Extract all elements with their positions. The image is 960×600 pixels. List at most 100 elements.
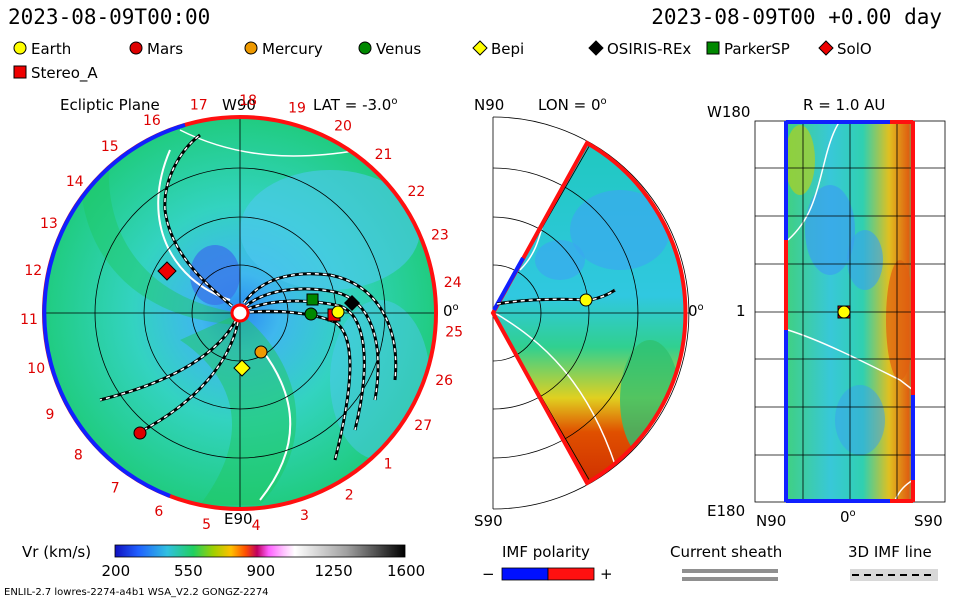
map-panel (754, 120, 946, 503)
carrington-tick-label: 9 (46, 407, 55, 423)
legend-label: Stereo_A (31, 64, 98, 82)
meridional-polarity-ring (490, 140, 688, 486)
ecliptic-lat-label: LAT = -3.0o (313, 96, 398, 114)
map-top-left-label: W180 (707, 103, 751, 121)
legend-label: Mars (147, 40, 184, 58)
meridional-earth-icon (579, 293, 593, 307)
carrington-tick-label: 17 (190, 97, 208, 113)
meridional-bottom-label: S90 (474, 512, 503, 530)
map-title: R = 1.0 AU (803, 96, 886, 114)
carrington-tick-label: 8 (74, 448, 83, 464)
imf-title: IMF polarity (502, 543, 590, 561)
carrington-ticks: 1920212223242526271234567891011121314151… (20, 93, 463, 534)
bepi-body-icon (233, 359, 251, 377)
meridional-panel (490, 116, 690, 510)
map-earth-icon (837, 305, 851, 319)
imf-positive-swatch (547, 567, 595, 581)
meridional-right-label: 0o (688, 302, 704, 320)
legend-item-osiris-rex: OSIRIS-REx (588, 40, 691, 58)
parker-marker-icon (706, 41, 720, 55)
parker-body-icon (306, 293, 319, 306)
carrington-tick-label: 18 (239, 93, 257, 109)
meridional-lon-label: LON = 0o (538, 96, 607, 114)
carrington-tick-label: 12 (24, 263, 42, 279)
ecliptic-panel: 1920212223242526271234567891011121314151… (20, 93, 463, 534)
legend-item-earth: Earth (12, 40, 71, 58)
legend-item-stereo-a: Stereo_A (12, 64, 98, 82)
carrington-tick-label: 14 (66, 174, 84, 190)
mars-marker-icon (129, 41, 143, 55)
legend-label: ParkerSP (724, 40, 790, 58)
venus-marker-icon (358, 41, 372, 55)
carrington-tick-label: 22 (408, 184, 426, 200)
colorbar-tick-label: 900 (246, 562, 276, 580)
date-right: 2023-08-09T00 +0.00 day (651, 5, 942, 29)
sheath-title: Current sheath (670, 543, 783, 561)
legend-item-mars: Mars (128, 40, 183, 58)
carrington-tick-label: 7 (111, 481, 120, 497)
ecliptic-top-label: W90 (222, 96, 256, 114)
legend-item-parkersp: ParkerSP (705, 40, 790, 58)
carrington-tick-label: 5 (202, 517, 211, 533)
ecliptic-right-label: 0o (443, 302, 459, 320)
carrington-tick-label: 16 (143, 113, 161, 129)
date-left: 2023-08-09T00:00 (8, 5, 211, 29)
current-sheath-line-2 (682, 577, 778, 581)
mercury-body-icon (254, 345, 268, 359)
imf3d-title: 3D IMF line (848, 543, 932, 561)
carrington-tick-label: 6 (154, 504, 163, 520)
carrington-tick-label: 19 (288, 100, 306, 116)
colorbar-tick-label: 550 (174, 562, 203, 580)
carrington-tick-label: 23 (431, 227, 449, 243)
carrington-tick-label: 3 (300, 508, 309, 524)
meridional-top-label: N90 (474, 96, 505, 114)
earth-body-icon (331, 305, 345, 319)
carrington-tick-label: 20 (334, 119, 352, 135)
map-tick-zero: 0o (840, 508, 856, 526)
ecliptic-bottom-label: E90 (224, 510, 253, 528)
legend-label: SolO (837, 40, 872, 58)
earth-marker-icon (13, 41, 27, 55)
legend-label: Venus (376, 40, 422, 58)
legend-item-solo: SolO (818, 40, 872, 58)
carrington-tick-label: 13 (40, 216, 58, 232)
solo-marker-icon (818, 40, 834, 56)
colorbar-tick-label: 1250 (314, 562, 353, 580)
solo-body-icon (157, 261, 177, 281)
legend-label: Mercury (262, 40, 323, 58)
legend-item-venus: Venus (357, 40, 421, 58)
legend-item-bepi: Bepi (472, 40, 524, 58)
current-sheath-line-1 (682, 569, 778, 573)
stereo-a-marker-icon (13, 65, 27, 79)
carrington-tick-label: 10 (27, 361, 45, 377)
bepi-marker-icon (472, 40, 488, 56)
colorbar-title: Vr (km/s) (22, 543, 92, 561)
mars-body-icon (133, 426, 147, 440)
vr-colorbar (114, 544, 406, 558)
legend-item-mercury: Mercury (243, 40, 323, 58)
legend-label: OSIRIS-REx (607, 40, 692, 58)
imf-plus-label: + (600, 565, 613, 583)
map-tick-s90: S90 (914, 512, 943, 530)
carrington-tick-label: 26 (435, 373, 453, 389)
legend-label: Earth (31, 40, 72, 58)
map-tick-n90: N90 (756, 512, 787, 530)
map-bottom-left-label: E180 (707, 502, 746, 520)
carrington-tick-label: 1 (384, 457, 393, 473)
venus-body-icon (304, 307, 318, 321)
carrington-tick-label: 21 (375, 147, 393, 163)
osiris-rex-body-icon (344, 295, 360, 311)
carrington-tick-label: 27 (414, 418, 432, 434)
legend-label: Bepi (491, 40, 525, 58)
map-mid-left-label: 1 (736, 302, 746, 320)
imf-minus-label: − (482, 565, 495, 583)
carrington-tick-label: 24 (444, 275, 462, 291)
sun-marker-icon (230, 303, 250, 323)
mercury-marker-icon (244, 41, 258, 55)
carrington-tick-label: 2 (345, 487, 354, 503)
model-footer: ENLIL-2.7 lowres-2274-a4b1 WSA_V2.2 GONG… (4, 587, 269, 598)
carrington-tick-label: 25 (445, 325, 463, 341)
ecliptic-polarity-neg (42, 123, 186, 498)
carrington-tick-label: 15 (101, 139, 119, 155)
